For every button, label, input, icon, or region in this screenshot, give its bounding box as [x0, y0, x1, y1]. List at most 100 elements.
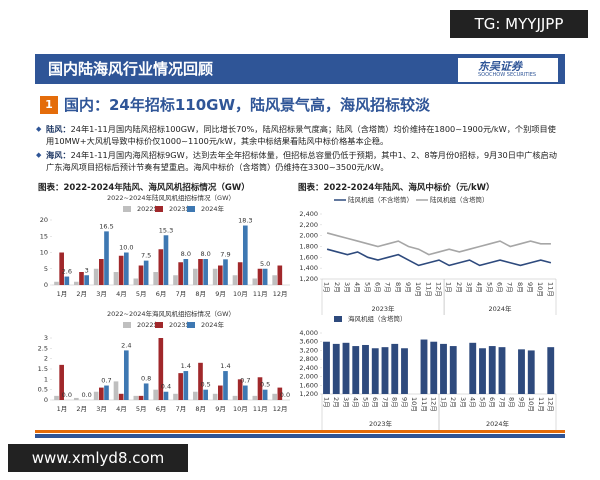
legend-label: 2023年 — [169, 204, 193, 213]
y-tick-label: 0 — [44, 281, 48, 289]
x-tick-label: 5月 — [361, 397, 369, 408]
x-tick-label: 3月 — [96, 405, 107, 413]
legend-label: 2022年 — [137, 204, 161, 213]
bar — [123, 252, 129, 285]
x-tick-label: 9月 — [215, 290, 226, 298]
y-tick-label: 2,400 — [299, 210, 318, 218]
y-tick-label: 2,000 — [299, 373, 318, 381]
x-tick-label: 7月 — [384, 282, 392, 293]
y-tick-label: 2,000 — [299, 232, 318, 240]
bar — [183, 259, 189, 285]
x-group-label: 2023年 — [369, 419, 393, 428]
bar — [118, 393, 124, 400]
x-tick-label: 8月 — [516, 282, 524, 293]
bar — [469, 342, 477, 394]
data-label: 2.6 — [62, 268, 72, 276]
data-label: 0.0 — [81, 391, 91, 399]
footer-bar — [35, 434, 565, 438]
x-tick-label: 10月 — [233, 405, 248, 413]
bar — [371, 348, 379, 394]
bar — [64, 276, 70, 285]
x-tick-label: 8月 — [195, 405, 206, 413]
x-tick-label: 9月 — [526, 282, 534, 293]
x-tick-label: 1月 — [439, 397, 447, 408]
bar — [332, 343, 340, 394]
bar — [143, 260, 149, 285]
x-tick-label: 9月 — [400, 397, 408, 408]
data-label: 0.8 — [141, 374, 151, 382]
legend-swatch — [123, 206, 131, 212]
bar — [143, 383, 149, 400]
x-tick-label: 6月 — [496, 282, 504, 293]
x-tick-label: 3月 — [342, 397, 350, 408]
legend-label: 2024年 — [201, 320, 225, 329]
bar — [547, 347, 555, 394]
bar — [198, 362, 203, 400]
bullet-label: 陆风： — [46, 124, 71, 134]
bar — [54, 395, 59, 400]
data-label: 0.7 — [240, 377, 250, 385]
data-label: 2.4 — [121, 341, 131, 349]
x-tick-label: 3月 — [465, 282, 473, 293]
chart-title: 2022~2024年陆风风机组招标情况（GW） — [107, 193, 235, 202]
bar — [54, 281, 59, 285]
data-label: 0.0 — [280, 391, 290, 399]
header-title: 国内陆海风行业情况回顾 — [48, 60, 214, 78]
bar — [104, 385, 109, 400]
bar — [74, 397, 79, 400]
watermark: TG: MYYJJPP — [450, 10, 588, 38]
x-tick-label: 8月 — [508, 397, 516, 408]
x-tick-label: 1月 — [57, 290, 68, 298]
x-tick-label: 4月 — [352, 397, 360, 408]
x-tick-label: 6月 — [371, 397, 379, 408]
y-tick-label: 0 — [44, 396, 48, 404]
data-label: 16.5 — [99, 222, 113, 230]
data-label: 0.4 — [161, 383, 171, 391]
x-tick-label: 5月 — [136, 290, 147, 298]
x-tick-label: 10月 — [527, 397, 535, 412]
bar — [242, 225, 248, 285]
bar — [138, 395, 144, 400]
x-tick-label: 11月 — [424, 282, 432, 297]
bar — [252, 278, 258, 285]
bar — [212, 268, 218, 285]
bar — [74, 281, 79, 285]
bar — [203, 389, 208, 400]
y-tick-label: 1,200 — [299, 390, 318, 398]
x-tick-label: 12月 — [273, 290, 288, 298]
x-tick-label: 10月 — [410, 397, 418, 412]
x-tick-label: 5月 — [478, 397, 486, 408]
bar — [277, 265, 283, 285]
bar — [193, 268, 198, 285]
bar — [173, 275, 178, 285]
x-tick-label: 11月 — [546, 282, 554, 297]
legend-swatch — [155, 206, 163, 212]
logo-name: 东吴证券 — [478, 60, 522, 73]
y-tick-label: 3 — [44, 334, 48, 342]
data-label: 0.0 — [62, 391, 72, 399]
x-tick-label: 4月 — [116, 290, 127, 298]
bar — [277, 387, 283, 400]
x-group-label: 2024年 — [486, 419, 510, 428]
bar — [163, 235, 169, 285]
x-tick-label: 4月 — [353, 282, 361, 293]
bar — [237, 379, 243, 400]
x-tick-label: 2月 — [332, 397, 340, 408]
y-tick-label: 2,800 — [299, 355, 318, 363]
bar — [173, 393, 178, 400]
x-tick-label: 2月 — [76, 405, 87, 413]
data-label: 8.0 — [200, 250, 210, 258]
legend-label: 2024年 — [201, 204, 225, 213]
bar — [272, 275, 277, 285]
section-heading: 国内：24年招标110GW，陆风景气高，海风招标较淡 — [64, 96, 431, 114]
x-tick-label: 6月 — [156, 290, 167, 298]
y-tick-label: 20 — [40, 216, 48, 224]
bar — [59, 252, 64, 285]
x-tick-label: 9月 — [517, 397, 525, 408]
bar — [178, 262, 183, 285]
bar — [193, 391, 198, 400]
y-tick-label: 3,200 — [299, 346, 318, 354]
bar — [449, 346, 457, 394]
data-label: 7.5 — [141, 252, 151, 260]
